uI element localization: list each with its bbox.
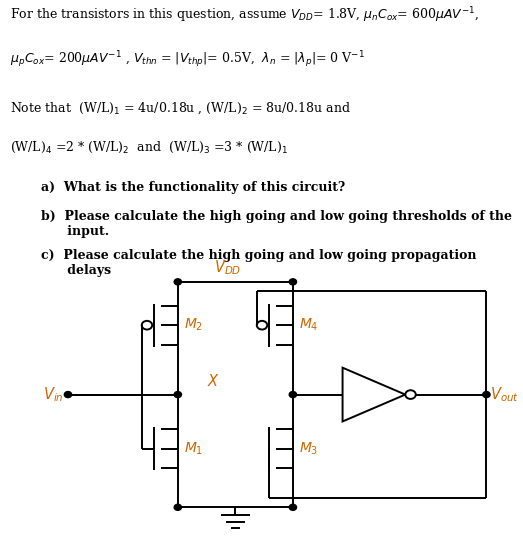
Text: $V_{DD}$: $V_{DD}$ — [214, 258, 241, 276]
Text: c)  Please calculate the high going and low going propagation
      delays: c) Please calculate the high going and l… — [41, 249, 476, 278]
Text: $M_1$: $M_1$ — [184, 441, 203, 457]
Circle shape — [483, 391, 490, 398]
Text: $V_{out}$: $V_{out}$ — [490, 385, 519, 404]
Circle shape — [289, 391, 297, 398]
Text: $V_{in}$: $V_{in}$ — [43, 385, 64, 404]
Circle shape — [289, 279, 297, 285]
Circle shape — [174, 279, 181, 285]
Text: $M_3$: $M_3$ — [299, 441, 319, 457]
Text: a)  What is the functionality of this circuit?: a) What is the functionality of this cir… — [41, 181, 345, 194]
Circle shape — [174, 391, 181, 398]
Circle shape — [289, 504, 297, 511]
Text: (W/L)$_4$ =2 * (W/L)$_2$  and  (W/L)$_3$ =3 * (W/L)$_1$: (W/L)$_4$ =2 * (W/L)$_2$ and (W/L)$_3$ =… — [10, 139, 289, 155]
Text: $\mu_pC_{ox}$= 200$\mu AV^{-1}$ , $V_{thn}$ = $|V_{thp}|$= 0.5V,  $\lambda_n$ = : $\mu_pC_{ox}$= 200$\mu AV^{-1}$ , $V_{th… — [10, 49, 366, 70]
Text: For the transistors in this question, assume $V_{DD}$= 1.8V, $\mu_nC_{ox}$= 600$: For the transistors in this question, as… — [10, 5, 480, 25]
Text: $M_4$: $M_4$ — [299, 317, 319, 333]
Circle shape — [64, 391, 72, 398]
Circle shape — [174, 504, 181, 511]
Text: $X$: $X$ — [207, 373, 220, 389]
Text: $M_2$: $M_2$ — [184, 317, 203, 333]
Text: b)  Please calculate the high going and low going thresholds of the
      input.: b) Please calculate the high going and l… — [41, 210, 512, 238]
Text: Note that  (W/L)$_1$ = 4u/0.18u , (W/L)$_2$ = 8u/0.18u and: Note that (W/L)$_1$ = 4u/0.18u , (W/L)$_… — [10, 100, 351, 116]
